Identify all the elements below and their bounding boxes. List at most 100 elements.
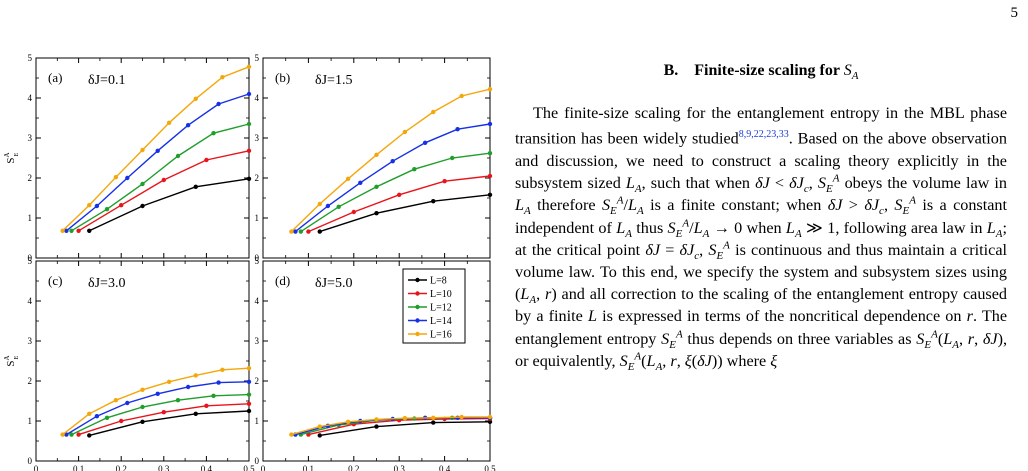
y-tick-label: 2: [255, 376, 260, 386]
legend-label: L=16: [430, 330, 452, 341]
data-point: [220, 75, 225, 80]
data-point: [246, 392, 252, 397]
data-point: [69, 228, 74, 233]
data-point: [220, 367, 225, 372]
data-point: [487, 87, 493, 92]
data-point: [449, 155, 455, 161]
section-symbol: S: [843, 62, 852, 79]
series-line-L-14: [66, 381, 250, 436]
data-point: [94, 203, 100, 209]
data-point: [155, 391, 160, 396]
data-point: [140, 419, 145, 424]
x-tick-label: 0.3: [158, 464, 170, 471]
data-point: [431, 199, 436, 204]
data-point: [185, 123, 191, 128]
data-point: [431, 109, 436, 115]
data-point: [175, 398, 181, 403]
data-point: [487, 414, 493, 420]
section-title: Finite-size scaling for: [694, 62, 840, 79]
x-tick-label: 0: [261, 464, 266, 471]
section-heading: B. Finite-size scaling for SA: [515, 60, 1007, 82]
series-line-L-8: [319, 421, 491, 437]
data-point: [69, 432, 74, 437]
x-tick-label: 0.2: [348, 464, 359, 471]
data-point: [397, 192, 402, 197]
legend-swatch-dot: [415, 318, 420, 323]
y-axis-label-text: SA E: [3, 152, 20, 163]
data-point: [76, 228, 81, 233]
data-point: [193, 96, 198, 102]
delta-j-label: δJ=0.1: [88, 73, 125, 88]
y-tick-label: 1: [255, 213, 260, 223]
data-point: [113, 175, 119, 180]
data-point: [246, 64, 252, 70]
data-point: [125, 175, 130, 181]
series-line-L-12: [71, 393, 250, 436]
data-point: [246, 91, 252, 97]
y-tick-label: 0: [255, 456, 260, 466]
data-point: [94, 414, 100, 419]
data-point: [60, 432, 65, 437]
data-point: [298, 229, 304, 234]
panel-label: (d): [275, 273, 290, 288]
data-point: [390, 159, 395, 164]
data-point: [345, 419, 351, 424]
series-line-L-12: [300, 152, 491, 233]
y-tick-label: 1: [28, 213, 33, 223]
data-point: [246, 121, 252, 127]
y-tick-label: 1: [255, 416, 260, 426]
data-point: [166, 120, 172, 126]
data-point: [119, 203, 124, 208]
data-point: [487, 121, 493, 127]
data-point: [289, 432, 294, 437]
data-point: [431, 415, 436, 420]
data-point: [289, 229, 294, 234]
body-paragraph: The finite-size scaling for the entangle…: [515, 104, 1008, 374]
data-point: [125, 400, 130, 406]
legend-swatch-dot: [415, 331, 420, 337]
data-point: [60, 228, 65, 233]
data-point: [155, 148, 160, 153]
y-tick-label: 3: [255, 133, 260, 143]
x-tick-label: 0.5: [484, 464, 496, 471]
data-point: [431, 420, 436, 425]
data-point: [76, 432, 81, 437]
series-line-L-8: [88, 178, 250, 232]
section-symbol-sub: A: [851, 70, 859, 83]
data-point: [87, 203, 92, 208]
data-point: [87, 411, 92, 416]
data-point: [211, 131, 216, 136]
data-point: [374, 424, 379, 429]
x-tick-label: 0.4: [201, 464, 213, 471]
data-point: [87, 433, 92, 438]
series-line-L-16: [62, 367, 250, 436]
data-point: [193, 373, 198, 378]
data-point: [325, 203, 331, 209]
data-point: [487, 192, 493, 197]
series-line-L-14: [65, 93, 250, 232]
data-point: [317, 229, 322, 234]
delta-j-label: δJ=1.5: [315, 73, 352, 88]
data-point: [358, 180, 363, 185]
data-point: [204, 403, 209, 408]
data-point: [374, 211, 379, 216]
data-point: [336, 204, 341, 209]
series-line-L-16: [62, 66, 250, 232]
data-point: [306, 229, 311, 234]
data-point: [216, 380, 221, 385]
data-point: [140, 203, 145, 209]
y-tick-label: 0: [28, 456, 33, 466]
panel-label: (b): [275, 70, 290, 85]
series-line-L-8: [89, 410, 250, 437]
data-point: [459, 414, 464, 420]
data-point: [211, 393, 216, 398]
data-point: [216, 101, 221, 107]
data-point: [317, 433, 322, 438]
text-column: B. Finite-size scaling for SA The finite…: [515, 40, 1008, 374]
x-tick-label: 0.2: [116, 464, 127, 471]
x-tick-label: 0.1: [303, 464, 314, 471]
data-point: [64, 228, 69, 233]
data-point: [374, 152, 379, 157]
data-point: [113, 398, 119, 403]
y-tick-label: 5: [255, 256, 260, 266]
